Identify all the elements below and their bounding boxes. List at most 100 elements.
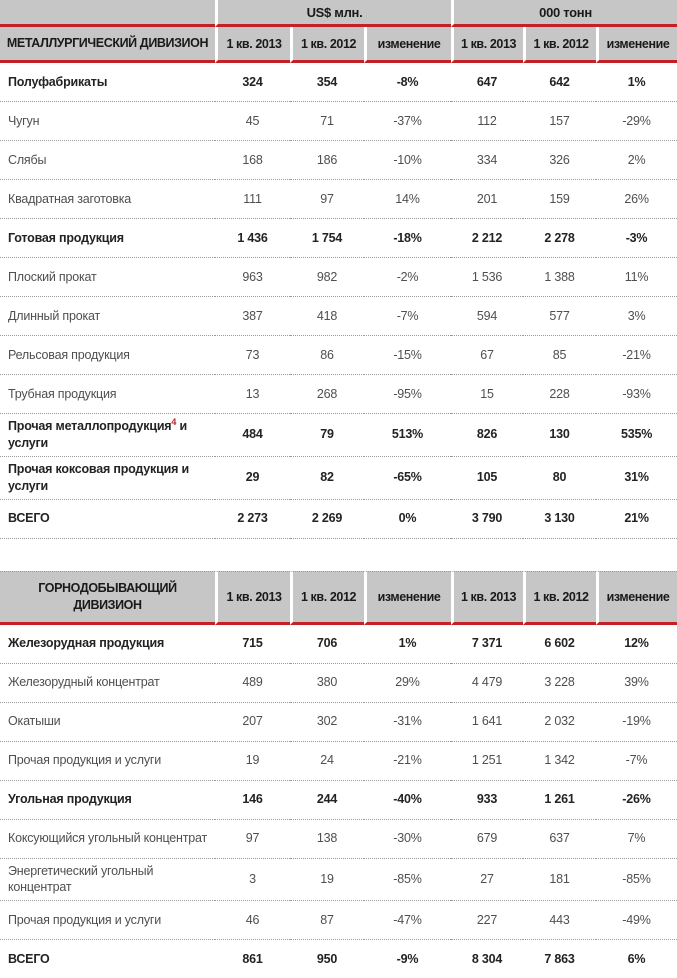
row-label: Железорудный концентрат <box>0 664 215 703</box>
row-label: Коксующийся угольный концентрат <box>0 820 215 859</box>
value-cell: 146 <box>215 781 290 820</box>
row-label: ВСЕГО <box>0 500 215 539</box>
value-cell: -19% <box>596 703 677 742</box>
value-cell: 13 <box>215 375 290 414</box>
value-cell: -85% <box>364 859 451 902</box>
value-cell: 168 <box>215 141 290 180</box>
value-cell: 157 <box>523 102 596 141</box>
value-cell: 159 <box>523 180 596 219</box>
value-cell: 46 <box>215 901 290 940</box>
value-cell: 130 <box>523 414 596 457</box>
value-cell: 228 <box>523 375 596 414</box>
column-header: 1 кв. 2013 <box>451 27 523 63</box>
value-cell: -30% <box>364 820 451 859</box>
value-cell: 21% <box>596 500 677 539</box>
value-cell: 535% <box>596 414 677 457</box>
row-label: Готовая продукция <box>0 219 215 258</box>
value-cell: 3 228 <box>523 664 596 703</box>
column-header: изменение <box>596 27 677 63</box>
value-cell: -10% <box>364 141 451 180</box>
value-cell: -18% <box>364 219 451 258</box>
value-cell: 31% <box>596 457 677 500</box>
value-cell: 2% <box>596 141 677 180</box>
value-cell: 302 <box>290 703 364 742</box>
value-cell: 1 261 <box>523 781 596 820</box>
value-cell: -95% <box>364 375 451 414</box>
value-cell: 29 <box>215 457 290 500</box>
value-cell: 67 <box>451 336 523 375</box>
value-cell: -85% <box>596 859 677 902</box>
value-cell: 201 <box>451 180 523 219</box>
value-cell: 963 <box>215 258 290 297</box>
column-header: 1 кв. 2013 <box>215 27 290 63</box>
value-cell: 15 <box>451 375 523 414</box>
column-header: изменение <box>364 571 451 625</box>
value-cell: 97 <box>215 820 290 859</box>
value-cell: 3 130 <box>523 500 596 539</box>
division-title: МЕТАЛЛУРГИЧЕСКИЙ ДИВИЗИОН <box>0 27 215 63</box>
row-label: ВСЕГО <box>0 940 215 978</box>
value-cell: 933 <box>451 781 523 820</box>
row-label: Прочая продукция и услуги <box>0 901 215 940</box>
row-label: Трубная продукция <box>0 375 215 414</box>
value-cell: -7% <box>364 297 451 336</box>
value-cell: 8 304 <box>451 940 523 978</box>
value-cell: 71 <box>290 102 364 141</box>
value-cell: 181 <box>523 859 596 902</box>
value-cell: -26% <box>596 781 677 820</box>
value-cell: 4 479 <box>451 664 523 703</box>
value-cell: -49% <box>596 901 677 940</box>
column-header: 1 кв. 2012 <box>290 27 364 63</box>
table-gap <box>0 539 677 571</box>
value-cell: -15% <box>364 336 451 375</box>
value-cell: 2 278 <box>523 219 596 258</box>
corner-cell <box>0 0 215 27</box>
value-cell: 484 <box>215 414 290 457</box>
column-header: 1 кв. 2012 <box>523 571 596 625</box>
value-cell: 244 <box>290 781 364 820</box>
value-cell: 2 212 <box>451 219 523 258</box>
value-cell: -9% <box>364 940 451 978</box>
value-cell: 27 <box>451 859 523 902</box>
value-cell: 26% <box>596 180 677 219</box>
value-cell: 227 <box>451 901 523 940</box>
row-label: Квадратная заготовка <box>0 180 215 219</box>
column-header: 1 кв. 2012 <box>290 571 364 625</box>
value-cell: 647 <box>451 63 523 102</box>
row-label: Энергетический угольный концентрат <box>0 859 215 902</box>
value-cell: 1% <box>364 625 451 664</box>
value-cell: 86 <box>290 336 364 375</box>
value-cell: -40% <box>364 781 451 820</box>
value-cell: 1 641 <box>451 703 523 742</box>
value-cell: 19 <box>290 859 364 902</box>
value-cell: 715 <box>215 625 290 664</box>
value-cell: 87 <box>290 901 364 940</box>
row-label: Прочая коксовая продукция и услуги <box>0 457 215 500</box>
value-cell: 380 <box>290 664 364 703</box>
value-cell: -37% <box>364 102 451 141</box>
value-cell: 138 <box>290 820 364 859</box>
value-cell: 594 <box>451 297 523 336</box>
row-label: Прочая металлопродукция4 и услуги <box>0 414 215 457</box>
unit-band-row: US$ млн. 000 тонн <box>0 0 677 27</box>
column-header: изменение <box>364 27 451 63</box>
value-cell: 489 <box>215 664 290 703</box>
value-cell: 334 <box>451 141 523 180</box>
